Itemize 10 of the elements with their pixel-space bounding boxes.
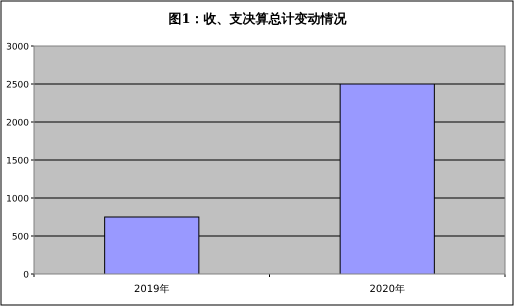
chart-title: 图1：收、支决算总计变动情况: [168, 11, 348, 27]
y-tick-label: 1500: [6, 156, 30, 166]
y-tick-label: 500: [12, 232, 30, 242]
x-tick-label: 2019年: [134, 283, 170, 295]
y-tick-label: 1000: [6, 194, 30, 204]
x-tick-label: 2020年: [370, 283, 405, 295]
y-tick-label: 3000: [6, 42, 30, 52]
y-tick-label: 2500: [6, 80, 30, 90]
y-tick-label: 0: [23, 270, 30, 280]
y-tick-label: 2000: [6, 118, 30, 128]
